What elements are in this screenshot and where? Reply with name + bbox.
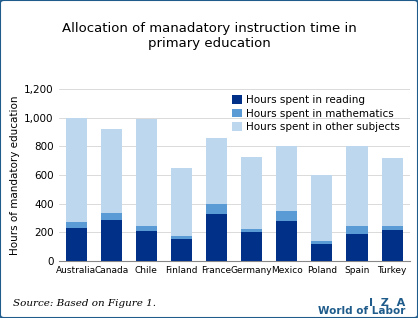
Bar [171,238,192,261]
Bar [276,211,297,221]
Bar [66,228,87,261]
Bar [241,229,262,232]
Bar [276,221,297,261]
Text: World of Labor: World of Labor [318,307,405,316]
Bar [206,138,227,204]
Bar [66,222,87,228]
Bar [311,175,332,241]
Bar [347,226,367,234]
Bar [66,118,87,222]
Y-axis label: Hours of mandatory education: Hours of mandatory education [10,95,20,255]
Bar [311,241,332,244]
Bar [241,232,262,261]
Bar [101,129,122,213]
Bar [101,220,122,261]
Bar [382,158,403,226]
Bar [101,213,122,220]
Legend: Hours spent in reading, Hours spent in mathematics, Hours spent in other subject: Hours spent in reading, Hours spent in m… [228,91,405,136]
Text: Source: Based on Figure 1.: Source: Based on Figure 1. [13,300,155,308]
Bar [347,146,367,226]
Bar [171,237,192,238]
Bar [241,157,262,229]
Bar [136,226,157,231]
Bar [136,119,157,226]
Bar [347,234,367,261]
Bar [311,244,332,261]
Bar [382,230,403,261]
Bar [206,214,227,261]
Bar [206,204,227,214]
Bar [382,226,403,230]
Bar [136,231,157,261]
Bar [171,168,192,237]
Bar [276,146,297,211]
Text: Allocation of manadatory instruction time in
primary education: Allocation of manadatory instruction tim… [61,22,357,50]
Text: I  Z  A: I Z A [369,299,405,308]
